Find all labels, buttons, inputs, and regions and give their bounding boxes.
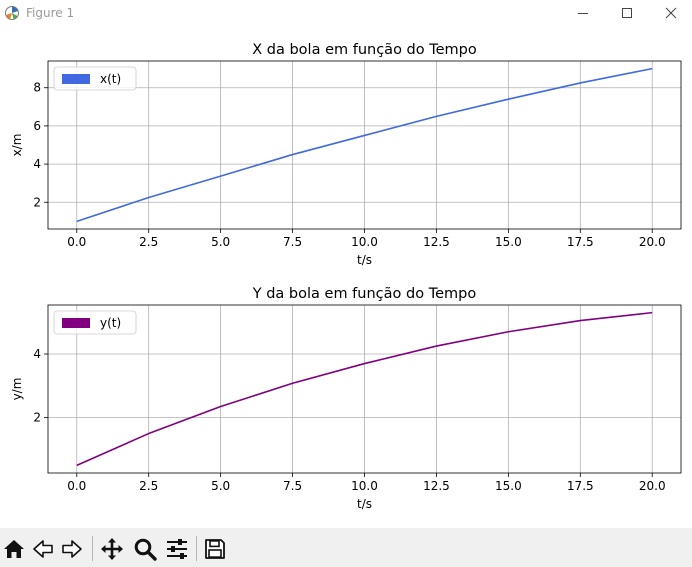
subplot-2: 0.0 2.5 5.0 7.5 10.0 12.5 15.0 17.5 20.0 2 4 Y da b… (10, 286, 682, 511)
y-axis-label: x/m (10, 134, 24, 157)
window-titlebar: Figure 1 (0, 0, 692, 26)
toolbar-separator (92, 536, 93, 561)
legend: x(t) (53, 66, 137, 91)
chart-title: Y da bola em função do Tempo (252, 286, 477, 302)
navigation-toolbar (0, 528, 692, 567)
chart-title: X da bola em função do Tempo (252, 42, 477, 58)
x-tick-label: 5.0 (211, 479, 230, 493)
zoom-button[interactable] (131, 535, 158, 562)
legend-label: x(t) (100, 72, 121, 86)
save-button[interactable] (201, 535, 228, 562)
x-axis-label: t/s (357, 497, 372, 511)
back-arrow-icon (32, 539, 53, 558)
subplot-1: 0.0 2.5 5.0 7.5 10.0 12.5 15.0 17.5 20.0 2 4 6 8 X da… (10, 42, 682, 267)
configure-subplots-button[interactable] (163, 535, 190, 562)
toolbar-separator (196, 536, 197, 561)
y-tick-label: 2 (33, 195, 41, 209)
window-title: Figure 1 (26, 6, 75, 20)
sliders-icon (166, 538, 187, 559)
app-icon (4, 5, 20, 21)
home-icon (3, 539, 24, 558)
x-tick-label: 17.5 (567, 235, 594, 249)
maximize-button[interactable] (604, 0, 650, 26)
legend-swatch (62, 318, 90, 328)
legend-box (53, 310, 137, 335)
x-tick-label: 20.0 (639, 235, 666, 249)
series-line (76, 67, 653, 223)
series-line (76, 311, 653, 467)
x-tick-label: 15.0 (495, 235, 522, 249)
x-tick-label: 15.0 (495, 479, 522, 493)
x-tick-label: 17.5 (567, 479, 594, 493)
x-axis-label: t/s (357, 253, 372, 267)
forward-button[interactable] (58, 535, 85, 562)
zoom-icon (134, 538, 157, 561)
y-tick-label: 8 (33, 81, 41, 95)
y-tick-label: 4 (33, 157, 41, 171)
x-tick-label: 5.0 (211, 235, 230, 249)
home-button[interactable] (0, 535, 27, 562)
back-button[interactable] (29, 535, 56, 562)
minimize-icon (578, 13, 588, 14)
close-icon (665, 7, 677, 19)
legend-swatch (62, 74, 90, 84)
x-tick-label: 20.0 (639, 479, 666, 493)
y-tick-label: 4 (33, 347, 41, 361)
x-tick-label: 7.5 (283, 479, 302, 493)
x-tick-label: 7.5 (283, 235, 302, 249)
x-tick-label: 12.5 (423, 479, 450, 493)
pan-icon (100, 537, 123, 560)
legend: y(t) (53, 310, 137, 335)
close-button[interactable] (648, 0, 692, 26)
figure-canvas[interactable]: 0.0 2.5 5.0 7.5 10.0 12.5 15.0 17.5 20.0 2 4 6 8 X da… (0, 26, 692, 528)
x-tick-label: 0.0 (67, 235, 86, 249)
x-tick-label: 12.5 (423, 235, 450, 249)
x-tick-label: 0.0 (67, 479, 86, 493)
x-tick-label: 10.0 (351, 235, 378, 249)
legend-box (53, 66, 137, 91)
x-tick-label: 2.5 (139, 479, 158, 493)
y-tick-label: 6 (33, 119, 41, 133)
y-tick-label: 2 (33, 411, 41, 425)
y-axis-label: y/m (10, 378, 24, 401)
x-tick-label: 2.5 (139, 235, 158, 249)
maximize-icon (622, 8, 632, 18)
legend-label: y(t) (100, 316, 121, 330)
forward-arrow-icon (61, 539, 82, 558)
minimize-button[interactable] (560, 0, 606, 26)
pan-button[interactable] (98, 535, 125, 562)
x-tick-label: 10.0 (351, 479, 378, 493)
save-icon (204, 538, 225, 559)
